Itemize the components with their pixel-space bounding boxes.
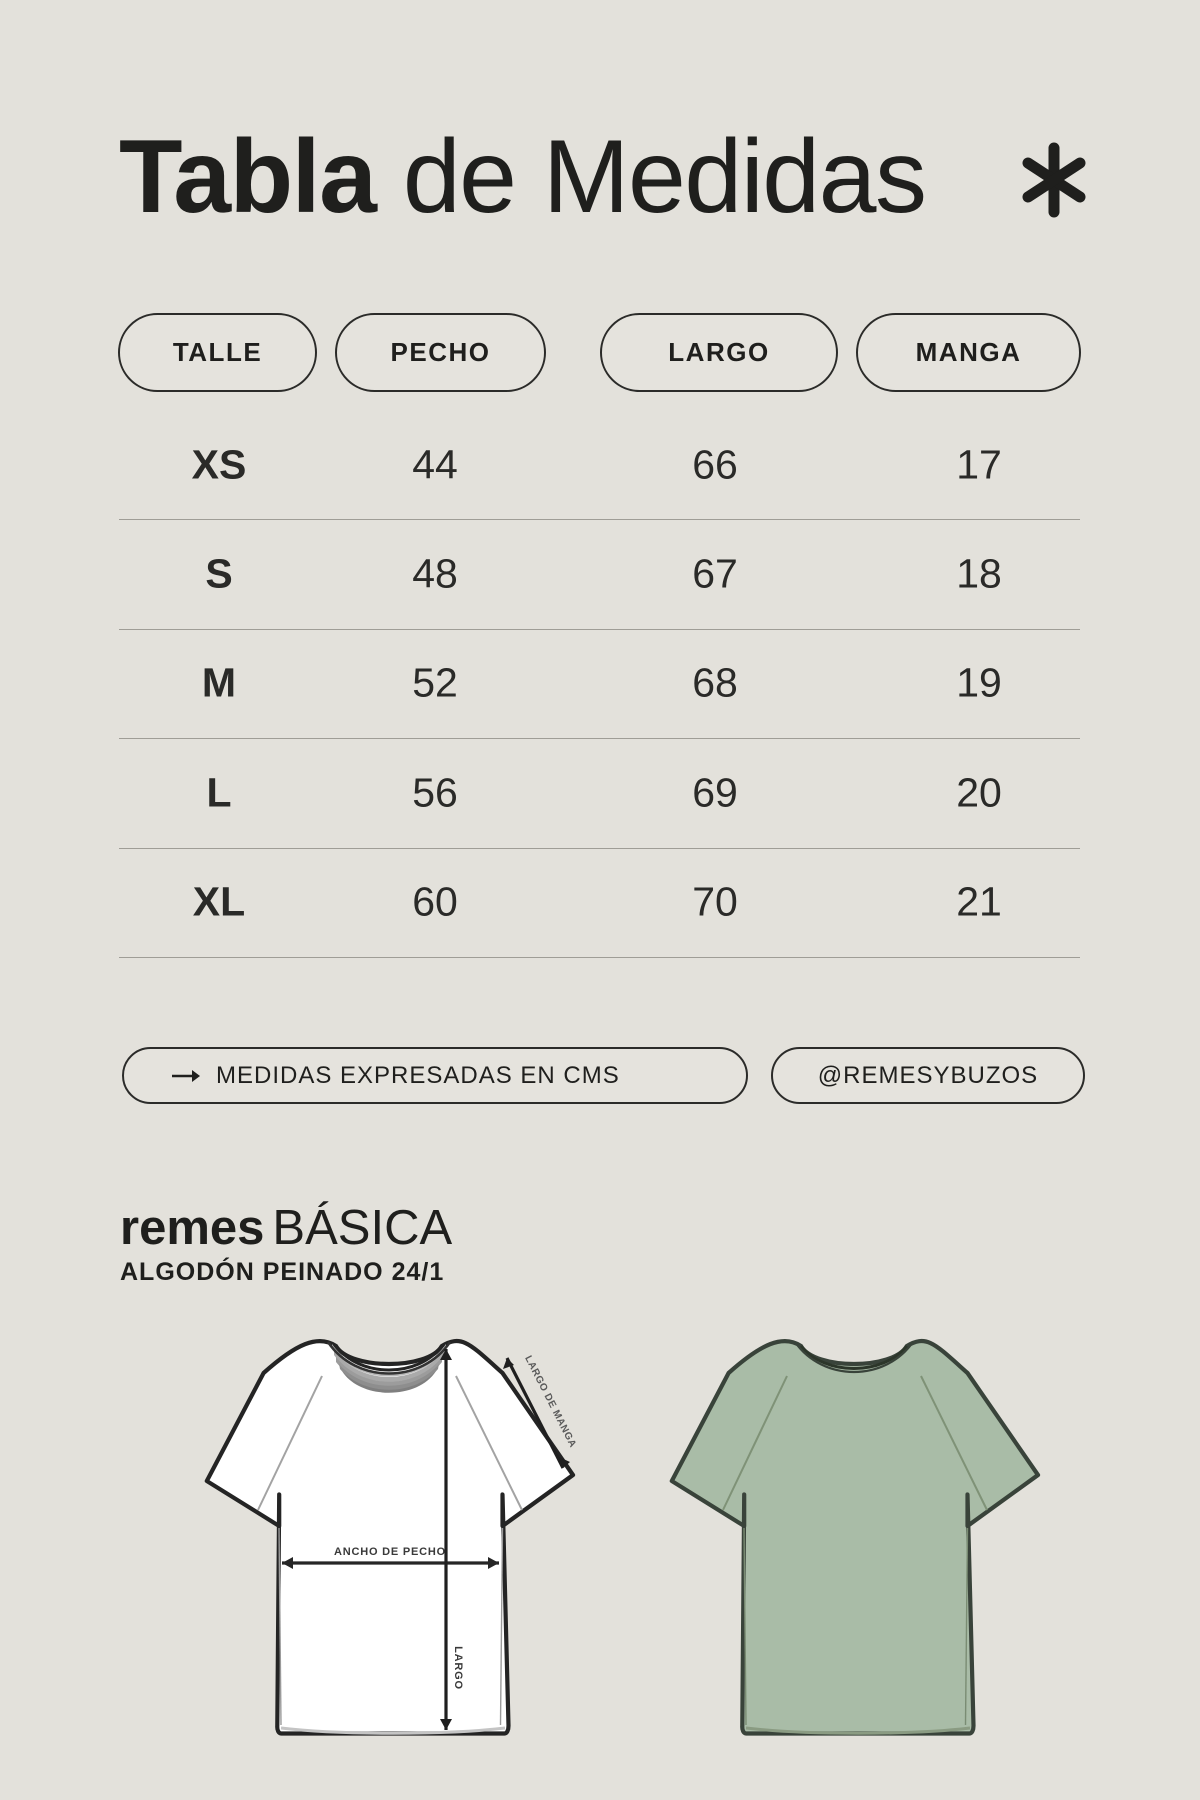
- svg-text:ANCHO DE PECHO: ANCHO DE PECHO: [334, 1546, 446, 1558]
- svg-text:LARGO: LARGO: [452, 1646, 464, 1690]
